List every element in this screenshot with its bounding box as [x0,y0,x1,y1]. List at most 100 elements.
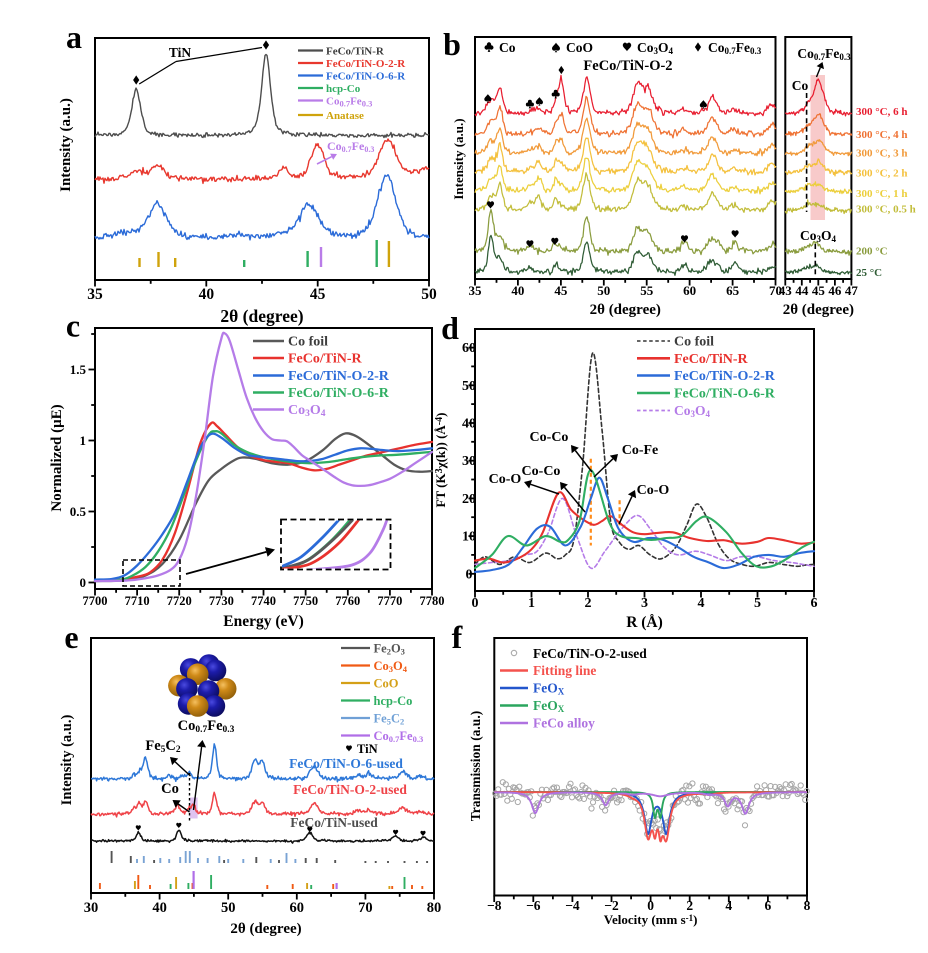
svg-text:−2: −2 [604,898,619,913]
svg-text:Co3O4: Co3O4 [800,228,837,244]
svg-text:d: d [441,310,459,346]
svg-text:FT (K3χ(k)) (Å-4): FT (K3χ(k)) (Å-4) [433,413,448,508]
svg-text:0: 0 [80,575,87,590]
svg-text:30: 30 [462,454,476,469]
svg-text:60: 60 [683,283,696,298]
svg-text:50: 50 [597,283,610,298]
svg-text:50: 50 [221,900,236,916]
svg-text:20: 20 [462,492,476,507]
svg-text:b: b [443,26,461,62]
svg-text:a: a [66,19,82,55]
svg-text:FeCo/TiN-O-6-R: FeCo/TiN-O-6-R [288,386,390,401]
svg-text:2: 2 [686,898,693,913]
svg-text:80: 80 [427,900,442,916]
svg-text:R (Å): R (Å) [626,614,663,631]
svg-text:35: 35 [87,286,103,303]
svg-text:40: 40 [462,417,476,432]
svg-text:47: 47 [845,283,859,298]
svg-text:Co-O: Co-O [489,472,522,487]
svg-text:0.5: 0.5 [70,504,87,519]
svg-text:−6: −6 [526,898,541,913]
svg-text:60: 60 [290,900,305,916]
svg-text:300 °C, 4 h: 300 °C, 4 h [856,129,907,141]
svg-text:Co-O: Co-O [637,483,670,498]
svg-text:FeCo/TiN-O-6-R: FeCo/TiN-O-6-R [674,387,776,402]
svg-text:Co foil: Co foil [674,335,714,350]
svg-text:200 °C: 200 °C [856,246,888,258]
svg-text:FeCo/TiN-R: FeCo/TiN-R [288,352,363,367]
svg-text:3: 3 [641,596,648,611]
svg-text:7760: 7760 [335,594,360,608]
svg-text:2θ (degree): 2θ (degree) [220,306,303,326]
svg-text:25 °C: 25 °C [856,267,882,279]
svg-text:Co0.7Fe0.3: Co0.7Fe0.3 [374,729,424,744]
svg-text:Co: Co [161,781,179,797]
svg-text:40: 40 [511,283,524,298]
svg-text:0: 0 [472,596,479,611]
svg-text:Fe5C2: Fe5C2 [145,738,181,755]
svg-text:46: 46 [828,283,842,298]
svg-text:300 °C, 2 h: 300 °C, 2 h [856,168,907,180]
svg-text:10: 10 [462,530,476,545]
svg-text:30: 30 [84,900,99,916]
svg-text:70: 70 [358,900,373,916]
svg-text:Fe2O3: Fe2O3 [374,642,405,657]
svg-text:2θ (degree): 2θ (degree) [590,302,661,318]
svg-text:7730: 7730 [209,594,234,608]
svg-text:7750: 7750 [293,594,318,608]
svg-text:7710: 7710 [125,594,150,608]
svg-text:FeCo alloy: FeCo alloy [533,716,595,731]
svg-text:FeOX: FeOX [533,681,565,697]
svg-text:300 °C, 6 h: 300 °C, 6 h [856,106,907,118]
svg-text:Transmission (a.u.): Transmission (a.u.) [468,711,483,821]
svg-text:Co0.7Fe0.3: Co0.7Fe0.3 [326,96,372,109]
svg-text:45: 45 [554,283,568,298]
svg-text:Co-Co: Co-Co [522,464,561,479]
svg-text:1: 1 [80,433,87,448]
svg-text:Co3O4: Co3O4 [674,403,711,419]
svg-text:7770: 7770 [377,594,402,608]
svg-text:c: c [66,308,80,344]
svg-text:45: 45 [812,283,826,298]
svg-text:55: 55 [640,283,654,298]
svg-text:2: 2 [585,596,592,611]
svg-text:hcp-Co: hcp-Co [374,694,413,708]
svg-text:Intensity (a.u.): Intensity (a.u.) [58,98,74,192]
svg-text:300 °C, 0.5 h: 300 °C, 0.5 h [856,204,916,216]
svg-text:1.5: 1.5 [70,362,87,377]
svg-text:FeCo/TiN-O-2: FeCo/TiN-O-2 [583,58,672,74]
svg-text:6: 6 [811,596,818,611]
svg-text:6: 6 [764,898,771,913]
svg-text:Co foil: Co foil [288,335,328,350]
svg-text:7780: 7780 [420,594,445,608]
svg-text:4: 4 [725,898,732,913]
svg-text:Co0.7Fe0.3: Co0.7Fe0.3 [797,46,851,62]
svg-text:50: 50 [462,379,476,394]
svg-text:60: 60 [462,341,476,356]
svg-text:40: 40 [152,900,167,916]
svg-text:−4: −4 [565,898,580,913]
svg-text:300 °C, 1 h: 300 °C, 1 h [856,188,907,200]
svg-text:−8: −8 [487,898,502,913]
svg-text:65: 65 [726,283,740,298]
svg-text:TiN: TiN [169,45,192,60]
svg-text:FeCo/TiN-O-2-R: FeCo/TiN-O-2-R [674,369,776,384]
svg-text:Intensity (a.u.): Intensity (a.u.) [59,715,75,806]
svg-text:Fe5C2: Fe5C2 [374,712,405,727]
svg-text:5: 5 [754,596,761,611]
svg-text:FeOX: FeOX [533,698,565,714]
svg-text:CoO: CoO [374,677,399,691]
svg-text:FeCo/TiN-R: FeCo/TiN-R [326,46,385,58]
svg-text:Co: Co [499,40,516,55]
svg-text:Co3O4: Co3O4 [288,403,326,419]
svg-text:FeCo/TiN-O-2-used: FeCo/TiN-O-2-used [293,782,407,797]
svg-text:hcp-Co: hcp-Co [326,83,361,95]
svg-text:Co-Fe: Co-Fe [622,443,659,458]
svg-text:e: e [64,619,78,655]
svg-text:7720: 7720 [167,594,192,608]
svg-text:2θ (degree): 2θ (degree) [783,302,854,318]
svg-text:FeCo/TiN-O-2-R: FeCo/TiN-O-2-R [326,58,406,70]
svg-text:FeCo/TiN-O-2-used: FeCo/TiN-O-2-used [533,646,647,661]
svg-text:45: 45 [310,286,326,303]
svg-text:Anatase: Anatase [326,110,364,122]
